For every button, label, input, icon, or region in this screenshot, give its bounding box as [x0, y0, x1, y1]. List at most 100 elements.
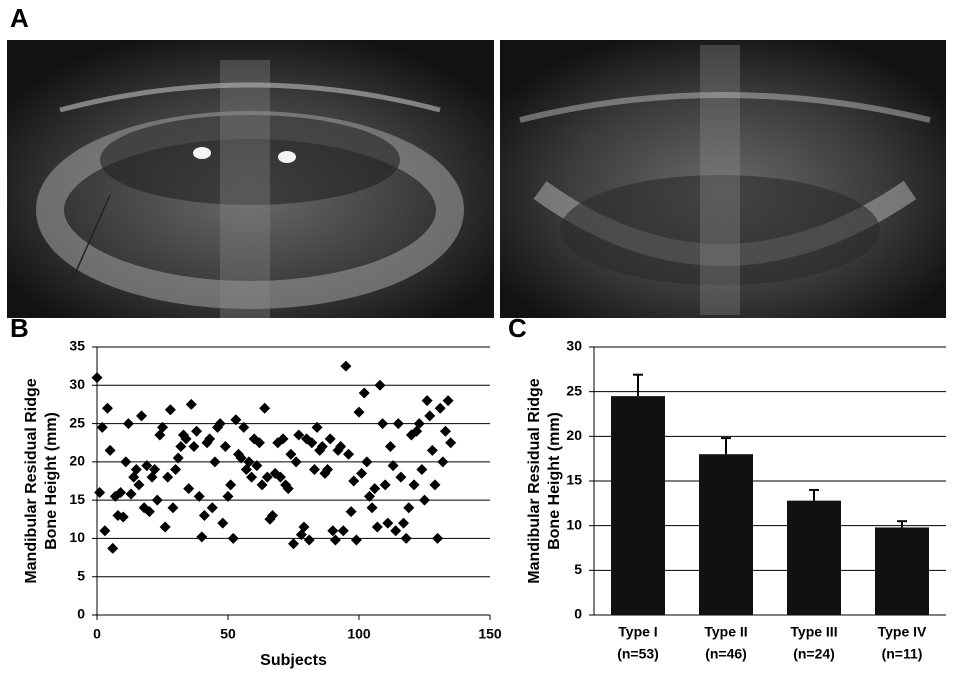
data-point — [246, 471, 258, 483]
y-tick-label: 30 — [566, 338, 582, 354]
data-point — [432, 532, 444, 544]
data-point — [358, 387, 370, 399]
data-point — [293, 429, 305, 441]
data-point — [379, 479, 391, 491]
data-point — [337, 525, 349, 537]
y-axis-label: Bone Height (mm) — [546, 412, 563, 550]
data-point — [308, 464, 320, 476]
bar — [699, 454, 753, 615]
y-tick-label: 10 — [69, 529, 85, 545]
data-point — [175, 441, 187, 453]
data-point — [439, 425, 451, 437]
x-tick-note: (n=46) — [705, 646, 747, 662]
data-point — [408, 479, 420, 491]
data-point — [104, 444, 116, 456]
data-point — [206, 502, 218, 514]
xray-right — [500, 40, 946, 318]
data-point — [267, 509, 279, 521]
data-point — [117, 511, 129, 523]
data-point — [348, 475, 360, 487]
y-tick-label: 5 — [574, 561, 582, 577]
x-tick-note: (n=11) — [882, 646, 923, 662]
data-point — [322, 464, 334, 476]
data-point — [429, 479, 441, 491]
data-point — [230, 414, 242, 426]
data-point — [136, 410, 148, 422]
data-point — [183, 483, 195, 495]
bar — [787, 500, 841, 615]
data-point — [290, 456, 302, 468]
data-point — [170, 464, 182, 476]
data-point — [143, 506, 155, 518]
y-axis-label: Mandibular Residual Ridge — [526, 378, 543, 583]
data-point — [238, 421, 250, 433]
data-point — [120, 456, 132, 468]
data-point — [350, 534, 362, 546]
data-point — [222, 490, 234, 502]
x-tick-note: (n=53) — [617, 646, 659, 662]
data-point — [107, 542, 119, 554]
x-axis-label: Subjects — [260, 652, 327, 669]
data-point — [437, 456, 449, 468]
x-tick-label: Type II — [704, 624, 747, 640]
data-point — [204, 433, 216, 445]
data-point — [363, 490, 375, 502]
x-tick-label: 0 — [93, 626, 101, 642]
data-point — [122, 418, 134, 430]
data-point — [306, 437, 318, 449]
data-point — [261, 471, 273, 483]
data-point — [235, 452, 247, 464]
data-point — [94, 486, 106, 498]
data-point — [374, 379, 386, 391]
data-point — [256, 479, 268, 491]
data-point — [191, 425, 203, 437]
data-point — [151, 494, 163, 506]
data-point — [303, 534, 315, 546]
y-tick-label: 35 — [69, 338, 85, 354]
data-point — [209, 456, 221, 468]
x-tick-label: Type III — [790, 624, 837, 640]
y-tick-label: 15 — [69, 491, 85, 507]
y-axis-label: Mandibular Residual Ridge — [23, 378, 40, 583]
data-point — [413, 418, 425, 430]
data-point — [96, 421, 108, 433]
data-point — [384, 441, 396, 453]
data-point — [243, 456, 255, 468]
x-tick-label: 50 — [220, 626, 236, 642]
data-point — [133, 479, 145, 491]
data-point — [377, 418, 389, 430]
data-point — [251, 460, 263, 472]
panel-label: B — [10, 313, 29, 343]
y-tick-label: 25 — [566, 382, 582, 398]
data-point — [387, 460, 399, 472]
data-point — [125, 488, 137, 500]
y-tick-label: 10 — [566, 516, 582, 532]
data-point — [130, 464, 142, 476]
data-point — [193, 490, 205, 502]
x-tick-label: 150 — [478, 626, 502, 642]
data-point — [390, 525, 402, 537]
data-point — [149, 464, 161, 476]
data-point — [329, 534, 341, 546]
y-tick-label: 15 — [566, 472, 582, 488]
x-tick-label: Type I — [618, 624, 657, 640]
data-point — [141, 460, 153, 472]
data-point — [442, 395, 454, 407]
data-point — [343, 448, 355, 460]
data-point — [157, 421, 168, 433]
data-point — [356, 467, 368, 479]
data-point — [162, 471, 174, 483]
data-point — [214, 418, 226, 430]
data-point — [392, 418, 404, 430]
data-point — [285, 448, 297, 460]
data-point — [101, 402, 113, 414]
panel-label: C — [508, 313, 527, 343]
x-tick-note: (n=24) — [793, 646, 835, 662]
data-point — [353, 406, 365, 418]
data-point — [172, 452, 184, 464]
data-point — [434, 402, 446, 414]
data-point — [382, 517, 394, 529]
data-point — [277, 433, 289, 445]
data-point — [159, 521, 171, 533]
